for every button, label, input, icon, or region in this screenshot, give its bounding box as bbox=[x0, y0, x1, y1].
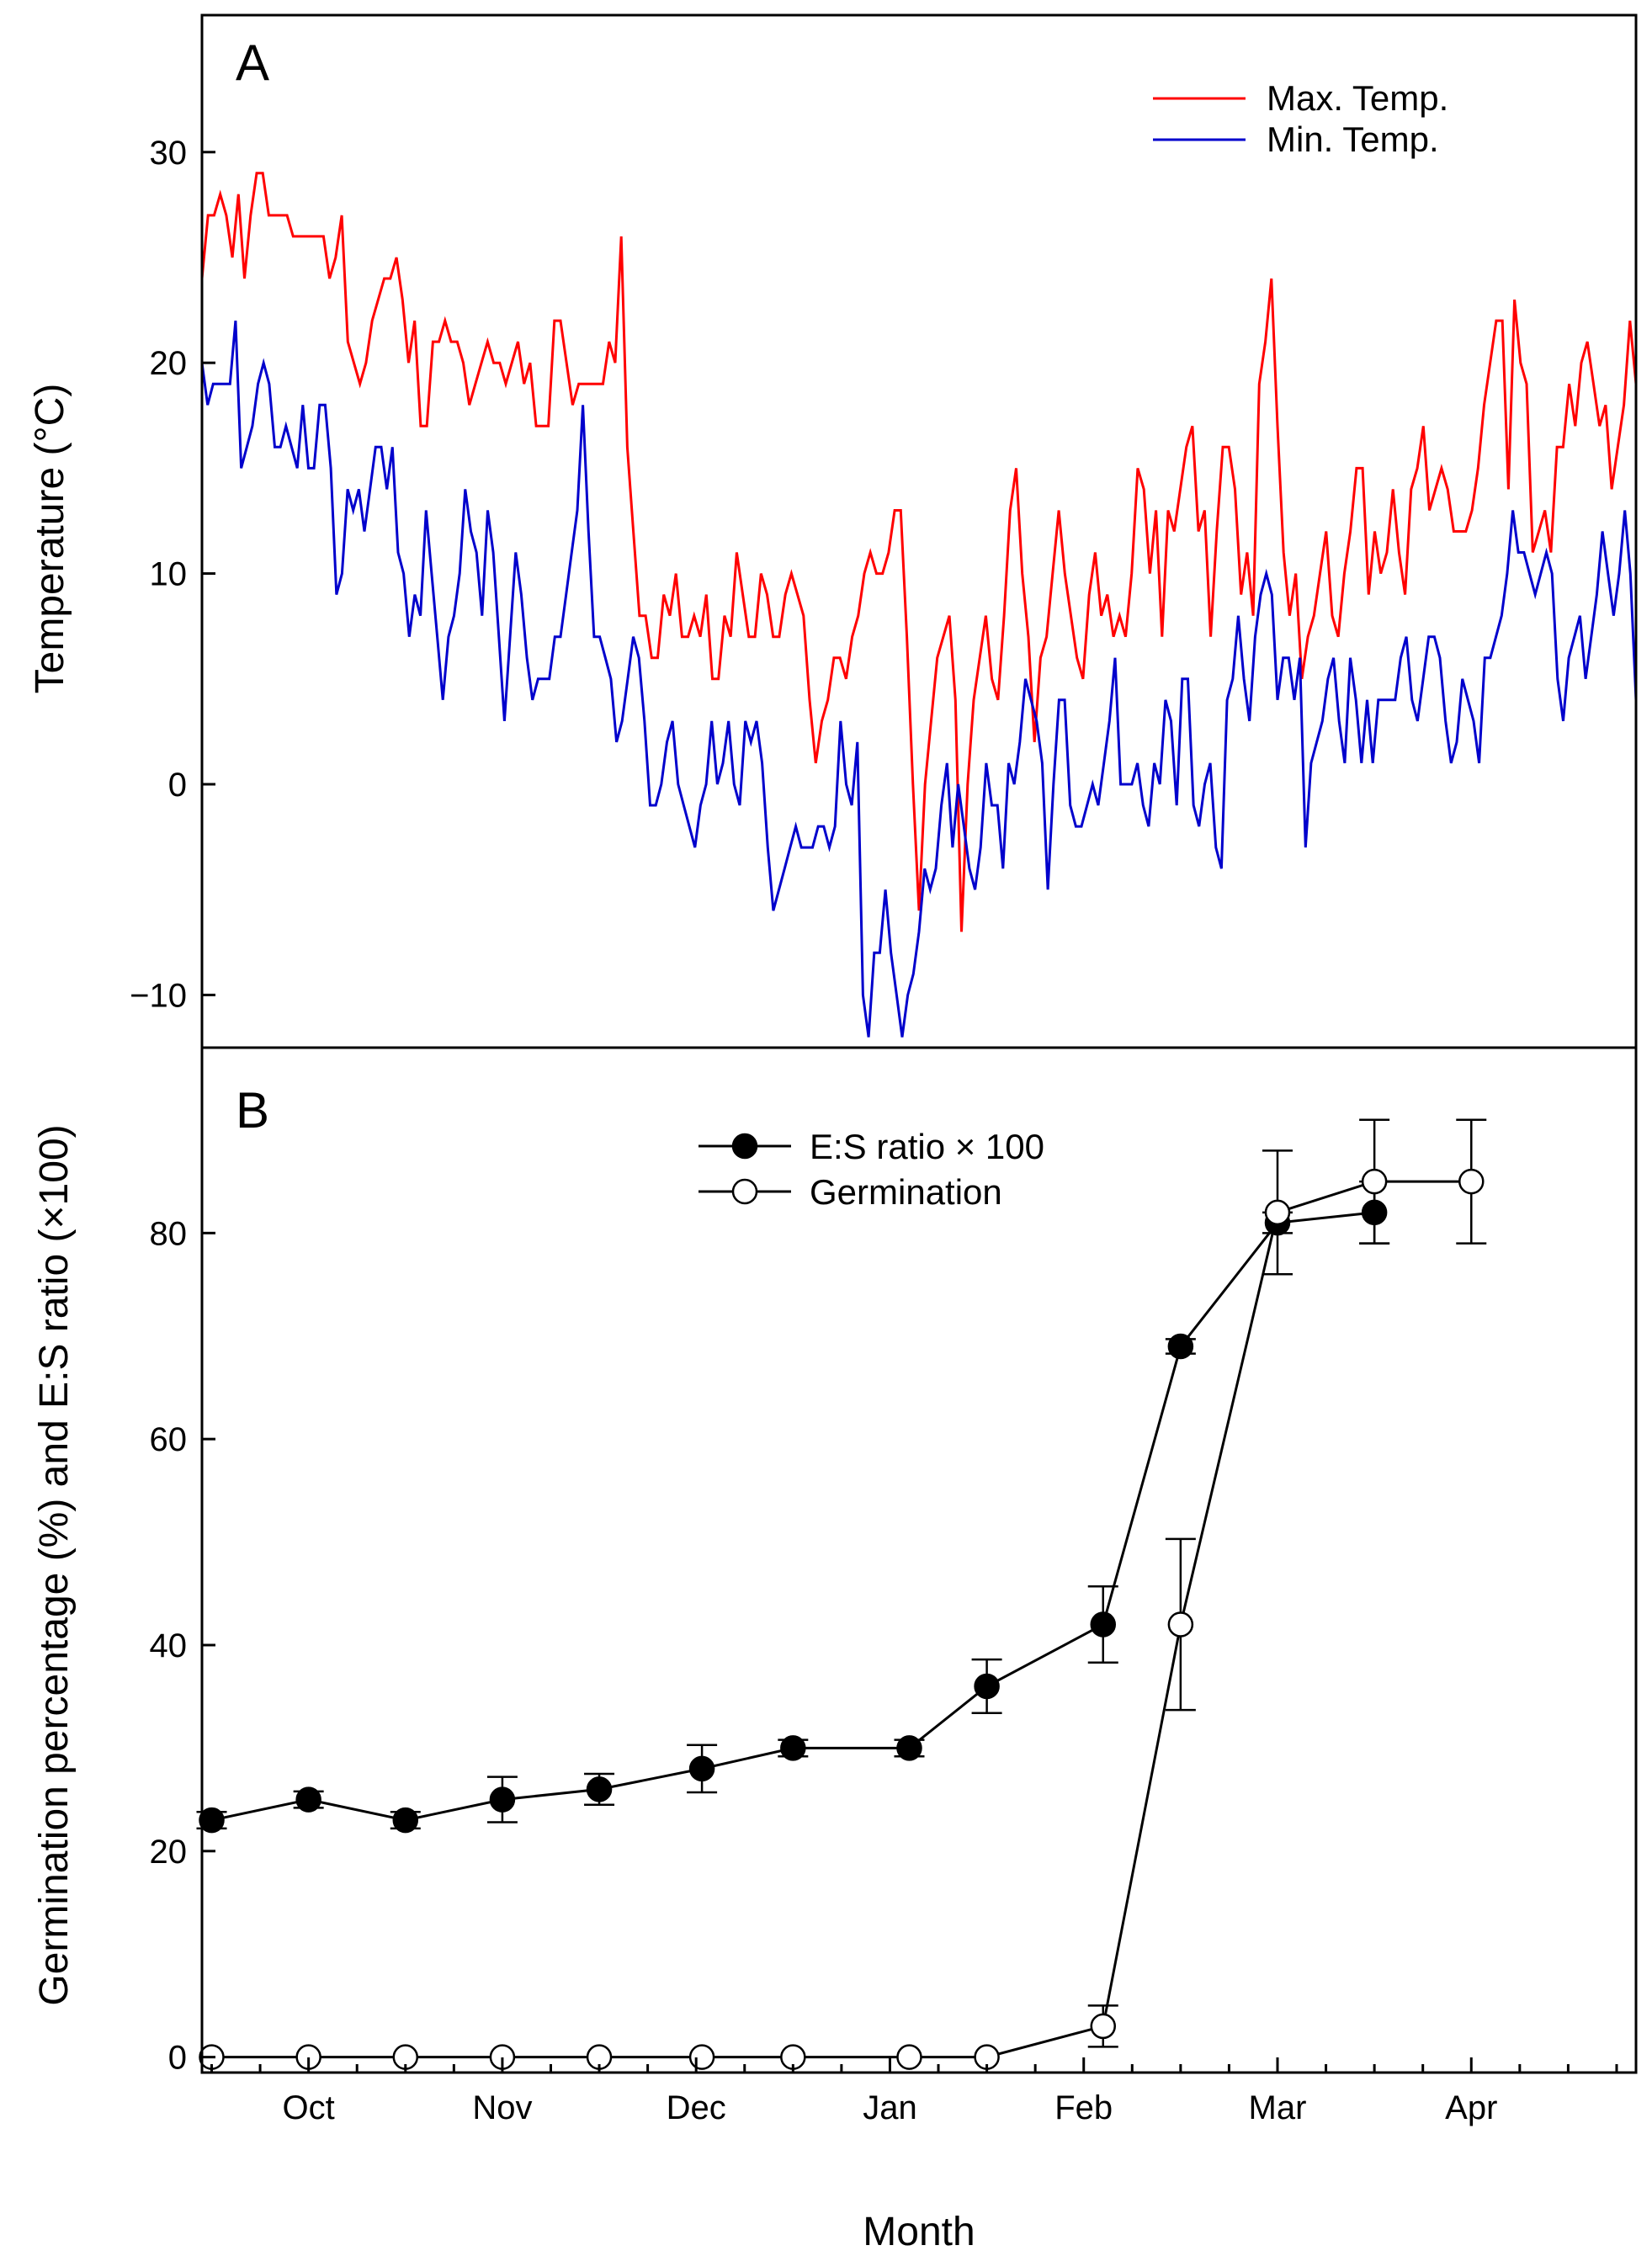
panel-b-y-tick-label: 20 bbox=[150, 1834, 188, 1871]
panel-a-y-tick-label: 20 bbox=[150, 345, 188, 382]
es-ratio-point bbox=[780, 1735, 806, 1761]
x-axis-title: Month bbox=[863, 2210, 975, 2254]
x-tick-label: Nov bbox=[472, 2089, 532, 2126]
es-ratio-point bbox=[199, 1807, 225, 1834]
es-ratio-point bbox=[1167, 1333, 1194, 1360]
panel-a-y-tick-label: 0 bbox=[168, 767, 187, 804]
es-ratio-point bbox=[586, 1776, 613, 1802]
x-tick-label: Mar bbox=[1249, 2089, 1307, 2126]
germination-series-line bbox=[211, 1180, 1472, 2059]
panel-a-y-axis-title: Temperature (°C) bbox=[28, 384, 72, 694]
es-ratio-point bbox=[896, 1735, 922, 1761]
panel-b-y-tick-label: 40 bbox=[150, 1627, 188, 1664]
legend-germination-marker bbox=[731, 1178, 758, 1205]
germination-point bbox=[1167, 1611, 1194, 1638]
es-ratio-point bbox=[1361, 1199, 1388, 1226]
max-temp-series-line bbox=[200, 172, 1638, 932]
panel-b-x-axis: Oct Nov Dec Jan Feb Mar Apr bbox=[210, 2057, 1618, 2126]
panel-a-y-tick-label: 30 bbox=[150, 135, 188, 172]
es-ratio-point bbox=[974, 1673, 1000, 1700]
x-tick-label: Jan bbox=[863, 2089, 917, 2126]
panel-b-legend: E:S ratio × 100 Germination bbox=[699, 1127, 1044, 1212]
panel-b-y-tick-label: 60 bbox=[150, 1421, 188, 1458]
germination-point bbox=[1090, 2013, 1117, 2040]
legend-min-temp-label: Min. Temp. bbox=[1267, 119, 1439, 159]
es-ratio-point bbox=[1090, 1611, 1117, 1638]
es-ratio-point bbox=[392, 1807, 419, 1834]
legend-germination-label: Germination bbox=[810, 1172, 1002, 1212]
es-ratio-point bbox=[688, 1755, 715, 1782]
germination-point bbox=[1264, 1199, 1291, 1226]
x-tick-label: Feb bbox=[1054, 2089, 1113, 2126]
germination-point bbox=[688, 2044, 715, 2070]
panel-a-y-tick-label: −10 bbox=[130, 977, 187, 1014]
panel-b-y-tick-label: 0 bbox=[168, 2040, 187, 2077]
legend-max-temp-label: Max. Temp. bbox=[1267, 78, 1448, 118]
panel-a: A 30 20 10 0 −10 Temperature (°C) Max. Temp.… bbox=[28, 35, 1638, 1038]
panel-a-legend: Max. Temp. Min. Temp. bbox=[1153, 78, 1448, 159]
panel-a-series bbox=[200, 172, 1638, 1038]
x-tick-label: Dec bbox=[667, 2089, 726, 2126]
germination-point bbox=[1458, 1168, 1485, 1195]
panel-b-y-axis-title: Germination percentage (%) and E:S ratio… bbox=[32, 1124, 77, 2005]
x-tick-label: Oct bbox=[283, 2089, 335, 2126]
min-temp-series-line bbox=[200, 320, 1638, 1038]
es-ratio-point bbox=[295, 1786, 321, 1813]
plot-frame bbox=[200, 13, 1638, 2074]
panel-b-series bbox=[196, 1118, 1487, 2070]
panel-b: B 0 20 40 60 80 Oct Nov Dec Jan Feb Mar Apr Germin… bbox=[32, 1082, 1618, 2254]
germination-point bbox=[896, 2044, 922, 2070]
panel-a-y-tick-label: 10 bbox=[150, 556, 188, 593]
panel-a-y-axis: 30 20 10 0 −10 bbox=[130, 135, 215, 1014]
germination-point bbox=[1361, 1168, 1388, 1195]
es-ratio-point bbox=[489, 1786, 516, 1813]
panel-b-letter: B bbox=[236, 1082, 269, 1139]
legend-es-ratio-label: E:S ratio × 100 bbox=[810, 1127, 1044, 1166]
x-tick-label: Apr bbox=[1445, 2089, 1497, 2126]
panel-b-y-tick-label: 80 bbox=[150, 1215, 188, 1252]
panel-a-letter: A bbox=[236, 35, 269, 91]
panel-b-y-axis: 0 20 40 60 80 bbox=[150, 1215, 215, 2077]
legend-es-ratio-marker bbox=[731, 1133, 758, 1160]
